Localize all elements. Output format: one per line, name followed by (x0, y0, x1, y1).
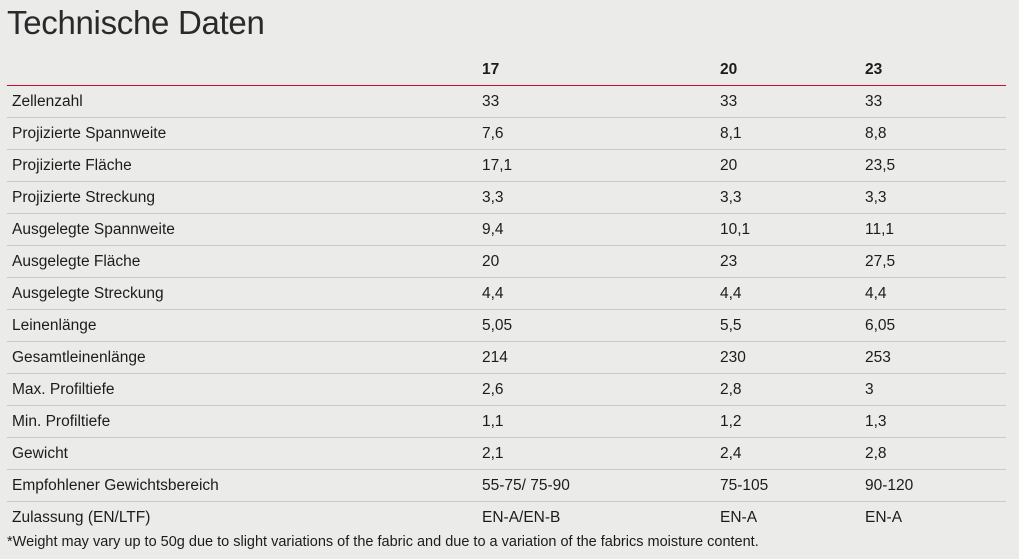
footnote: *Weight may vary up to 50g due to slight… (7, 534, 759, 550)
cell-value: 6,05 (860, 309, 1006, 342)
cell-value: 214 (477, 341, 715, 374)
cell-value: 75-105 (715, 469, 860, 502)
cell-value: 33 (715, 85, 860, 118)
cell-value: 2,8 (715, 373, 860, 406)
cell-value: 27,5 (860, 245, 1006, 278)
table-row: Zellenzahl 33 33 33 (7, 85, 1006, 118)
table-row: Ausgelegte Streckung 4,4 4,4 4,4 (7, 277, 1006, 310)
cell-value: 23,5 (860, 149, 1006, 182)
table-row: Max. Profiltiefe 2,6 2,8 3 (7, 373, 1006, 406)
table-row: Leinenlänge 5,05 5,5 6,05 (7, 309, 1006, 342)
row-label: Zulassung (EN/LTF) (12, 508, 151, 526)
cell-value: 253 (860, 341, 1006, 374)
row-label: Ausgelegte Fläche (7, 245, 477, 278)
page-title: Technische Daten (7, 4, 265, 41)
table-row: Empfohlener Gewichtsbereich 55-75/ 75-90 7… (7, 469, 1006, 502)
row-label: Gesamtleinenlänge (7, 341, 477, 374)
row-label: Max. Profiltiefe (7, 373, 477, 406)
cell-value: 1,1 (477, 405, 715, 438)
cell-value: EN-A (720, 508, 758, 526)
cell-value: EN-A/EN-B (482, 508, 561, 526)
cell-value: EN-A (865, 508, 903, 526)
cell-value: 90-120 (860, 469, 1006, 502)
row-label: Leinenlänge (7, 309, 477, 342)
cell-value: 17,1 (477, 149, 715, 182)
row-label: Min. Profiltiefe (7, 405, 477, 438)
header-size-23: 23 (860, 54, 1006, 86)
cell-value: 4,4 (715, 277, 860, 310)
row-label: Projizierte Streckung (7, 181, 477, 214)
cell-value: 2,1 (477, 437, 715, 470)
cell-value: 4,4 (477, 277, 715, 310)
cell-value: 230 (715, 341, 860, 374)
cell-value: 20 (715, 149, 860, 182)
cell-value: 20 (477, 245, 715, 278)
header-size-17: 17 (477, 54, 715, 86)
row-label: Empfohlener Gewichtsbereich (7, 469, 477, 502)
row-label: Ausgelegte Streckung (7, 277, 477, 310)
header-size-20: 20 (715, 54, 860, 86)
cell-value: 1,2 (715, 405, 860, 438)
cell-value: 5,5 (715, 309, 860, 342)
table-row: Projizierte Fläche 17,1 20 23,5 (7, 149, 1006, 182)
cell-value: 55-75/ 75-90 (477, 469, 715, 502)
cell-value: 5,05 (477, 309, 715, 342)
cell-value: 33 (860, 85, 1006, 118)
table-row: Ausgelegte Fläche 20 23 27,5 (7, 245, 1006, 278)
table-header: 17 20 23 (7, 54, 1006, 86)
cell-value: 4,4 (860, 277, 1006, 310)
row-label: Zellenzahl (7, 85, 477, 118)
row-label: Projizierte Fläche (7, 149, 477, 182)
table-row: Projizierte Spannweite 7,6 8,1 8,8 (7, 117, 1006, 150)
cell-value: 1,3 (860, 405, 1006, 438)
row-label: Projizierte Spannweite (7, 117, 477, 150)
cell-value: 2,6 (477, 373, 715, 406)
table-row: Zulassung (EN/LTF) EN-A/EN-B EN-A EN-A (7, 502, 1006, 534)
cell-value: 3,3 (860, 181, 1006, 214)
table-row: Gesamtleinenlänge 214 230 253 (7, 341, 1006, 374)
cell-value: 23 (715, 245, 860, 278)
cell-value: 2,8 (860, 437, 1006, 470)
table-row: Projizierte Streckung 3,3 3,3 3,3 (7, 181, 1006, 214)
cell-value: 8,1 (715, 117, 860, 150)
cell-value: 3 (860, 373, 1006, 406)
cell-value: 8,8 (860, 117, 1006, 150)
header-row: 17 20 23 (7, 54, 1006, 86)
table-row: Gewicht 2,1 2,4 2,8 (7, 437, 1006, 470)
table-body: Zellenzahl 33 33 33 Projizierte Spannweite 7,… (7, 85, 1006, 534)
cell-value: 33 (477, 85, 715, 118)
cell-value: 3,3 (715, 181, 860, 214)
table-row: Min. Profiltiefe 1,1 1,2 1,3 (7, 405, 1006, 438)
cell-value: 11,1 (860, 213, 1006, 246)
cell-value: 9,4 (477, 213, 715, 246)
table-row: Ausgelegte Spannweite 9,4 10,1 11,1 (7, 213, 1006, 246)
cell-value: 3,3 (477, 181, 715, 214)
cell-value: 2,4 (715, 437, 860, 470)
cell-value: 7,6 (477, 117, 715, 150)
row-label: Ausgelegte Spannweite (7, 213, 477, 246)
cell-value: 10,1 (715, 213, 860, 246)
header-label-cell (7, 54, 477, 86)
spec-table: 17 20 23 Zellenzahl 33 33 33 Projizierte Spa… (7, 54, 1006, 533)
row-label: Gewicht (7, 437, 477, 470)
